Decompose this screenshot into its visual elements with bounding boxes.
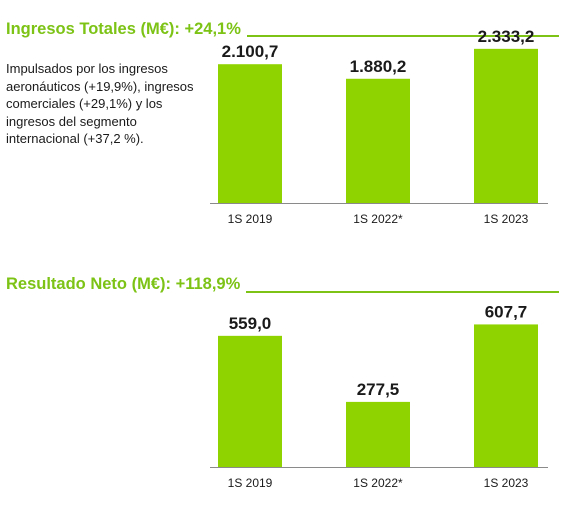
ingresos-bar — [346, 78, 410, 203]
ingresos-totales-title: Ingresos Totales (M€): +24,1% — [6, 20, 241, 38]
neto-value-label: 607,7 — [485, 302, 528, 321]
ingresos-category-label: 1S 2022* — [353, 212, 403, 226]
neto-category-label: 1S 2023 — [484, 476, 529, 490]
ingresos-totales-title-rule — [247, 35, 559, 37]
ingresos-value-label: 1.880,2 — [350, 57, 407, 76]
neto-value-label: 277,5 — [357, 380, 400, 399]
ingresos-bar — [474, 48, 538, 203]
ingresos-bar — [218, 64, 282, 203]
neto-value-label: 559,0 — [229, 314, 272, 333]
ingresos-category-label: 1S 2023 — [484, 212, 529, 226]
neto-bar — [474, 324, 538, 467]
neto-bar — [218, 335, 282, 467]
resultado-neto-title-rule — [246, 291, 559, 293]
ingresos-totales-chart: 2.100,7 1S 2019 1.880,2 1S 2022* 2.333,2 1S 2… — [210, 27, 548, 226]
neto-bar — [346, 401, 410, 467]
neto-category-label: 1S 2022* — [353, 476, 403, 490]
ingresos-category-label: 1S 2019 — [228, 212, 273, 226]
ingresos-description: Impulsados por los ingresos aeronáuticos… — [6, 61, 194, 147]
ingresos-value-label: 2.100,7 — [222, 42, 279, 61]
neto-category-label: 1S 2019 — [228, 476, 273, 490]
resultado-neto-title: Resultado Neto (M€): +118,9% — [6, 275, 241, 293]
ingresos-value-label: 2.333,2 — [478, 27, 535, 46]
